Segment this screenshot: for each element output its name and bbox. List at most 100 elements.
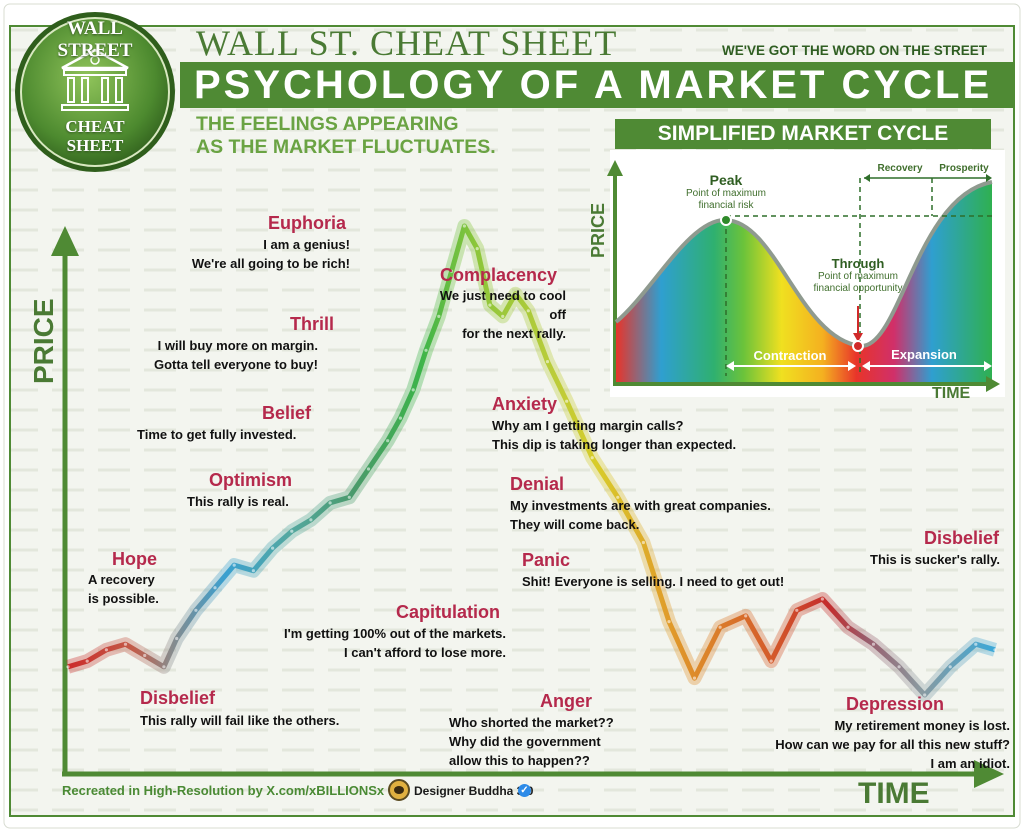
main-y-label: PRICE bbox=[28, 298, 59, 384]
price-point bbox=[450, 269, 454, 273]
inset-cycle-outline bbox=[614, 180, 993, 349]
price-point bbox=[565, 399, 569, 403]
price-point bbox=[545, 360, 550, 364]
inset-x-arrow bbox=[986, 376, 1000, 392]
price-point bbox=[501, 314, 505, 318]
trough-point bbox=[852, 340, 864, 352]
price-point bbox=[251, 569, 255, 573]
x-axis-arrow bbox=[974, 760, 1004, 788]
trough-note: Point of maximum financial opportunity bbox=[813, 271, 903, 294]
y-axis-arrow bbox=[51, 226, 79, 256]
price-point bbox=[271, 546, 275, 550]
phase-quote-denial: My investments are with great companies.… bbox=[510, 498, 771, 532]
contraction-label: Contraction bbox=[753, 348, 827, 363]
phase-name-disbelief-2: Disbelief bbox=[924, 528, 1000, 548]
phase-name-disbelief: Disbelief bbox=[140, 688, 216, 708]
price-point bbox=[948, 665, 952, 669]
phase-name-complacency: Complacency bbox=[440, 265, 558, 285]
phase-quote-anger: Who shorted the market?? Why did the gov… bbox=[449, 715, 614, 768]
building-columns-icon bbox=[61, 48, 129, 111]
inset-y-label: PRICE bbox=[588, 202, 608, 258]
price-point bbox=[175, 636, 179, 641]
top-phase-arrow-right bbox=[986, 174, 992, 182]
price-point bbox=[386, 439, 390, 443]
price-point bbox=[590, 456, 594, 460]
price-point bbox=[769, 659, 773, 663]
phase-name-depression: Depression bbox=[846, 694, 945, 714]
inset-chart bbox=[607, 150, 1005, 397]
subtitle-line1: THE FEELINGS APPEARING bbox=[196, 113, 459, 135]
price-point bbox=[437, 314, 441, 318]
price-point bbox=[667, 620, 671, 624]
phase-name-euphoria: Euphoria bbox=[268, 213, 347, 233]
logo-bottom-line1: CHEAT bbox=[65, 117, 125, 136]
price-point bbox=[871, 642, 876, 646]
price-point bbox=[290, 529, 294, 533]
phase-quote-complacency: We just need to cool off for the next ra… bbox=[439, 288, 566, 341]
price-point bbox=[309, 518, 313, 522]
price-point bbox=[692, 676, 697, 680]
phase-name-belief: Belief bbox=[262, 403, 312, 423]
price-point bbox=[123, 642, 128, 646]
peak-note: Point of maximum financial risk bbox=[685, 188, 767, 211]
price-point bbox=[398, 416, 402, 420]
phase-quote-belief: Time to get fully invested. bbox=[137, 427, 297, 442]
price-point bbox=[366, 467, 371, 471]
price-point bbox=[993, 648, 997, 652]
logo-disc bbox=[20, 17, 170, 167]
phase-name-hope: Hope bbox=[112, 549, 157, 569]
phase-quote-thrill: I will buy more on margin. Gotta tell ev… bbox=[154, 338, 318, 372]
price-point bbox=[897, 665, 901, 669]
phase-quote-capitulation: I'm getting 100% out of the markets. I c… bbox=[284, 626, 506, 660]
footer-designer: Designer Buddha 3.0 bbox=[414, 784, 534, 798]
content-border bbox=[9, 25, 1015, 817]
main-axes bbox=[51, 226, 1004, 788]
price-point bbox=[616, 495, 620, 499]
price-point bbox=[820, 597, 825, 601]
price-point bbox=[795, 608, 799, 612]
main-price-series bbox=[66, 219, 997, 702]
phase-quote-disbelief: This rally will fail like the others. bbox=[140, 713, 340, 728]
peak-label: Peak bbox=[709, 172, 743, 188]
contraction-arrow-left bbox=[726, 361, 734, 371]
price-point bbox=[411, 388, 415, 392]
trough-label: Through bbox=[831, 256, 885, 271]
price-point bbox=[213, 586, 217, 590]
phase-quote-hope: A recovery is possible. bbox=[88, 572, 159, 606]
recovery-label: Recovery bbox=[877, 163, 923, 174]
phase-name-capitulation: Capitulation bbox=[396, 602, 500, 622]
trough-pointer-head bbox=[853, 333, 863, 342]
prosperity-label: Prosperity bbox=[939, 163, 989, 174]
tagline: WE'VE GOT THE WORD ON THE STREET bbox=[722, 43, 987, 58]
price-point bbox=[66, 665, 70, 669]
expansion-label: Expansion bbox=[891, 347, 957, 362]
price-point bbox=[513, 292, 518, 296]
phase-quote-disbelief-2: This is sucker's rally. bbox=[870, 552, 1001, 567]
inset-title-banner: SIMPLIFIED MARKET CYCLE bbox=[615, 119, 991, 149]
price-point bbox=[162, 665, 166, 669]
phase-quote-euphoria: I am a genius! We're all going to be ric… bbox=[191, 237, 350, 271]
expansion-arrow-right bbox=[984, 361, 992, 371]
top-phase-arrow-left bbox=[864, 174, 870, 182]
price-point bbox=[347, 495, 351, 499]
phase-name-anxiety: Anxiety bbox=[492, 394, 558, 414]
price-point bbox=[424, 348, 428, 352]
expansion-arrow-left bbox=[862, 361, 870, 371]
phase-name-thrill: Thrill bbox=[290, 314, 334, 334]
subtitle-line2: AS THE MARKET FLUCTUATES. bbox=[196, 136, 496, 158]
price-point bbox=[475, 247, 479, 251]
logo-top-text: WALL STREET bbox=[57, 18, 133, 61]
verified-check-icon: ✓ bbox=[518, 784, 531, 797]
main-title-banner: PSYCHOLOGY OF A MARKET CYCLE bbox=[180, 62, 1014, 108]
phase-quote-optimism: This rally is real. bbox=[187, 494, 289, 509]
price-point bbox=[328, 501, 332, 505]
price-point bbox=[85, 659, 89, 663]
peak-point bbox=[720, 214, 732, 226]
phase-name-optimism: Optimism bbox=[209, 470, 293, 490]
avatar-icon bbox=[388, 779, 410, 801]
price-point bbox=[846, 625, 850, 629]
price-point bbox=[526, 309, 530, 313]
brand-title: WALL ST. CHEAT SHEET bbox=[196, 23, 618, 63]
